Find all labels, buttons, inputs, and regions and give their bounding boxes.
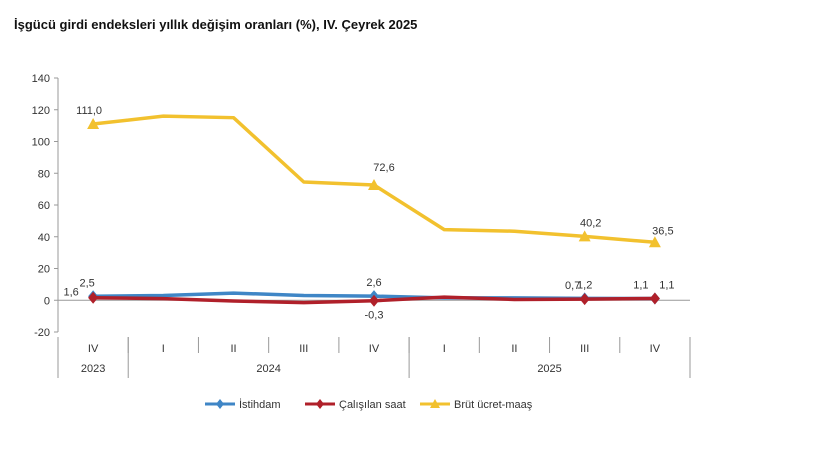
legend-label: Brüt ücret-maaş (454, 399, 533, 411)
data-label: 2,6 (366, 277, 381, 289)
legend-item-0: İstihdam (205, 398, 281, 411)
legend-item-1: Çalışılan saat (305, 399, 406, 411)
data-label: 1,1 (633, 280, 648, 292)
data-label: 0,7 (565, 280, 580, 292)
x-year-label: 2023 (81, 363, 105, 375)
x-year-label: 2025 (537, 363, 561, 375)
y-tick-label: 120 (32, 105, 50, 117)
y-tick-label: 40 (38, 232, 50, 244)
data-point-marker (88, 291, 99, 304)
data-label: 1,1 (659, 280, 674, 292)
data-point-marker (368, 178, 380, 190)
x-category-label: I (162, 343, 165, 355)
data-label: 1,2 (577, 279, 592, 291)
x-category-label: III (299, 343, 308, 355)
x-category-label: IV (369, 343, 380, 355)
x-category-label: III (580, 343, 589, 355)
data-label: 40,2 (580, 217, 601, 229)
data-point-marker (578, 230, 591, 242)
data-label: 72,6 (373, 162, 394, 174)
data-label: 36,5 (652, 225, 673, 237)
legend-marker (316, 399, 324, 409)
data-point-marker (369, 294, 379, 307)
data-point-marker (579, 293, 590, 306)
x-category-label: IV (88, 343, 99, 355)
x-category-label: II (230, 343, 236, 355)
data-point-marker (649, 292, 660, 305)
legend-item-2: Brüt ücret-maaş (420, 399, 533, 411)
y-tick-label: 140 (32, 73, 50, 85)
data-label: 2,5 (79, 277, 94, 289)
data-point-marker (648, 236, 661, 248)
x-year-label: 2024 (256, 363, 280, 375)
x-category-label: IV (650, 343, 661, 355)
data-label: 111,0 (76, 105, 102, 117)
x-category-label: I (443, 343, 446, 355)
x-category-label: II (511, 343, 517, 355)
y-tick-label: 0 (44, 295, 50, 307)
data-label: 1,6 (63, 287, 78, 299)
chart-title: İşgücü girdi endeksleri yıllık değişim o… (14, 17, 418, 32)
y-tick-label: 20 (38, 264, 50, 276)
y-tick-label: -20 (34, 327, 50, 339)
y-tick-label: 100 (32, 137, 50, 149)
legend-label: İstihdam (239, 398, 281, 411)
legend-marker (216, 399, 224, 409)
legend-marker (430, 399, 440, 408)
legend-label: Çalışılan saat (339, 399, 406, 411)
data-label: -0,3 (365, 310, 384, 322)
y-tick-label: 80 (38, 168, 50, 180)
data-point-marker (87, 118, 100, 130)
y-tick-label: 60 (38, 200, 50, 212)
